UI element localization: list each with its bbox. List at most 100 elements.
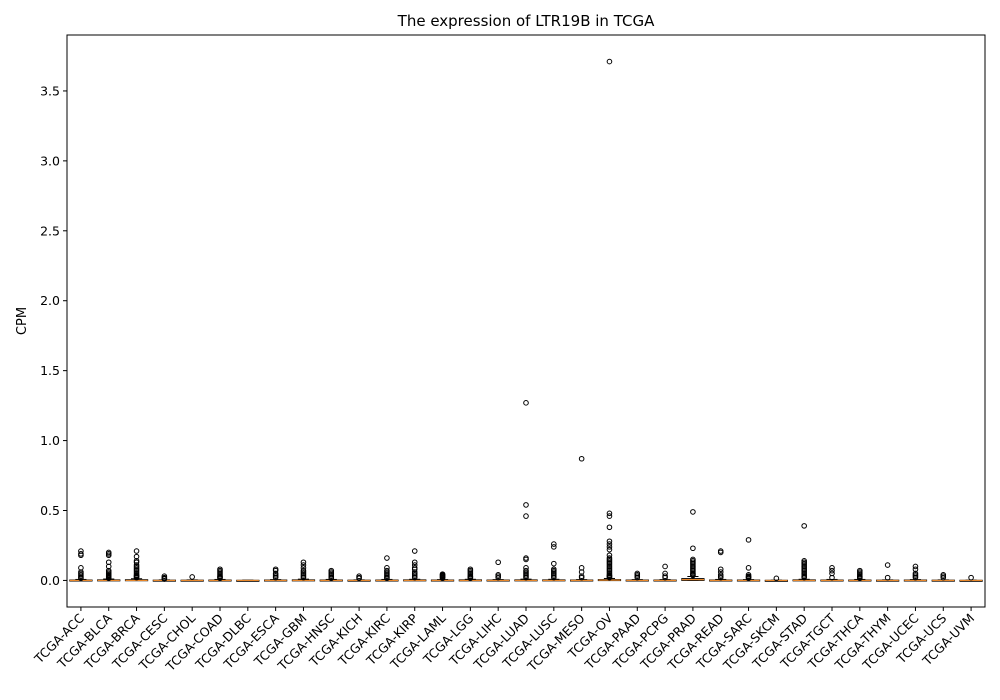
outlier-point bbox=[606, 541, 613, 547]
outlier-point bbox=[523, 400, 529, 406]
box-tcga-tgct bbox=[820, 565, 844, 582]
outlier-point bbox=[829, 567, 835, 574]
outlier-point bbox=[662, 563, 668, 570]
outlier-point bbox=[690, 572, 696, 579]
y-tick-label: 3.0 bbox=[40, 153, 60, 168]
outlier-point bbox=[105, 552, 112, 559]
box-tcga-meso bbox=[570, 455, 594, 582]
plot-frame bbox=[66, 34, 986, 608]
outlier-point bbox=[968, 574, 974, 581]
outlier-point bbox=[384, 575, 390, 582]
outlier-point bbox=[551, 541, 557, 547]
box-tcga-gbm bbox=[291, 559, 316, 582]
box-tcga-acc bbox=[69, 548, 93, 582]
outlier-point bbox=[634, 574, 641, 581]
box-tcga-hnsc bbox=[319, 567, 343, 582]
y-ticks-layer: 0.0 0.5 1.0 1.5 2.0 2.5 3.0 3.5 bbox=[40, 83, 67, 588]
box-tcga-thca bbox=[848, 567, 872, 582]
outlier-point bbox=[884, 574, 891, 581]
outlier-point bbox=[606, 544, 613, 550]
outlier-point bbox=[884, 562, 891, 568]
box-tcga-ov bbox=[597, 58, 622, 582]
outlier-point bbox=[217, 575, 223, 582]
outlier-point bbox=[78, 552, 84, 559]
outlier-point bbox=[161, 576, 168, 582]
box-tcga-lgg bbox=[458, 566, 482, 582]
box-tcga-skcm bbox=[764, 575, 788, 582]
box-tcga-prad bbox=[681, 509, 705, 581]
outlier-point bbox=[662, 574, 668, 581]
box-tcga-kich bbox=[347, 573, 371, 582]
outlier-point bbox=[133, 574, 140, 581]
outlier-point bbox=[439, 575, 446, 582]
box-tcga-sarc bbox=[736, 537, 761, 582]
outlier-point bbox=[411, 574, 418, 581]
outlier-point bbox=[300, 559, 307, 566]
outlier-point bbox=[523, 556, 529, 563]
outlier-point bbox=[356, 575, 362, 582]
box-tcga-esca bbox=[264, 566, 288, 582]
box-tcga-ucec bbox=[903, 563, 928, 582]
box-tcga-cesc bbox=[152, 573, 176, 582]
box-tcga-dlbc bbox=[236, 579, 260, 582]
outlier-point bbox=[328, 575, 335, 582]
y-tick-label: 2.5 bbox=[40, 223, 60, 238]
box-tcga-pcpg bbox=[653, 563, 677, 582]
outlier-point bbox=[606, 538, 613, 545]
box-tcga-paad bbox=[625, 570, 649, 582]
outlier-point bbox=[745, 565, 752, 571]
outlier-point bbox=[606, 574, 613, 581]
outlier-point bbox=[78, 575, 84, 582]
y-axis-label: CPM bbox=[15, 307, 30, 335]
y-tick-label: 3.5 bbox=[40, 83, 60, 98]
box-tcga-lihc bbox=[486, 559, 510, 582]
outlier-point bbox=[690, 509, 696, 515]
outlier-point bbox=[801, 574, 807, 581]
outlier-point bbox=[606, 510, 613, 517]
box-tcga-luad bbox=[514, 400, 538, 582]
box-tcga-coad bbox=[208, 566, 232, 582]
outlier-point bbox=[745, 537, 752, 543]
outlier-point bbox=[690, 545, 696, 552]
outlier-point bbox=[912, 574, 919, 581]
outlier-point bbox=[495, 574, 501, 581]
box-tcga-thym bbox=[876, 562, 900, 582]
boxes-layer bbox=[69, 58, 983, 582]
outlier-point bbox=[300, 562, 307, 568]
outlier-point bbox=[606, 524, 613, 531]
outlier-point bbox=[801, 523, 807, 529]
box-tcga-lusc bbox=[542, 541, 566, 582]
outlier-point bbox=[551, 560, 557, 567]
outlier-point bbox=[551, 574, 557, 581]
outlier-point bbox=[606, 513, 613, 519]
chart-title: The expression of LTR19B in TCGA bbox=[397, 12, 655, 30]
outlier-point bbox=[384, 555, 390, 561]
outlier-point bbox=[717, 549, 724, 556]
outlier-point bbox=[411, 559, 418, 566]
outlier-point bbox=[495, 559, 501, 566]
y-tick-label: 1.0 bbox=[40, 433, 60, 448]
outlier-point bbox=[773, 575, 780, 582]
box-tcga-chol bbox=[180, 574, 204, 582]
outlier-point bbox=[300, 574, 307, 581]
box-tcga-kirc bbox=[375, 555, 399, 582]
outlier-point bbox=[523, 574, 529, 581]
outlier-point bbox=[717, 566, 724, 573]
outlier-point bbox=[940, 574, 947, 581]
y-tick-label: 0.0 bbox=[40, 573, 60, 588]
outlier-point bbox=[411, 548, 418, 554]
box-tcga-blca bbox=[97, 549, 121, 582]
box-tcga-stad bbox=[792, 523, 816, 582]
outlier-point bbox=[551, 544, 557, 550]
outlier-point bbox=[606, 546, 613, 553]
box-tcga-ucs bbox=[931, 572, 955, 582]
outlier-point bbox=[189, 574, 195, 580]
outlier-point bbox=[523, 502, 529, 508]
box-tcga-uvm bbox=[959, 574, 983, 582]
outlier-point bbox=[717, 574, 724, 581]
outlier-point bbox=[912, 563, 919, 570]
y-tick-label: 0.5 bbox=[40, 503, 60, 518]
box-tcga-laml bbox=[430, 571, 455, 582]
